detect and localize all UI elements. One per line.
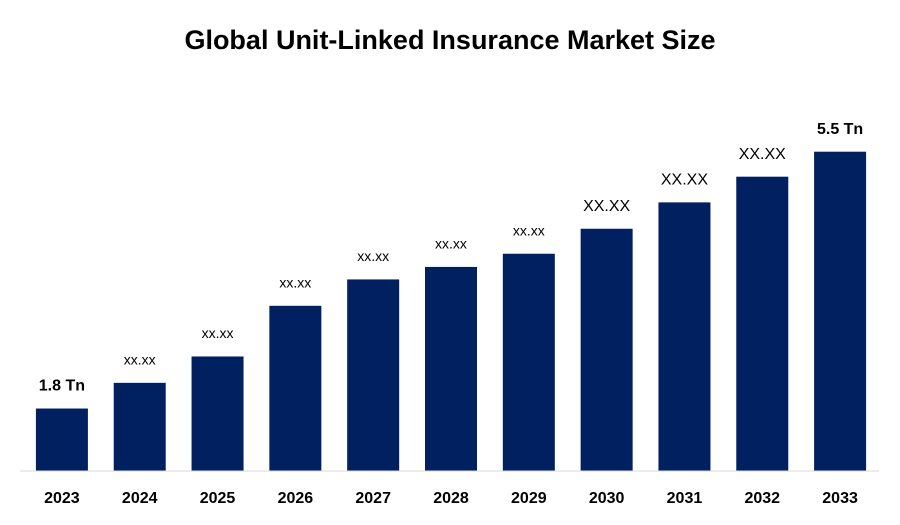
value-label: XX.XX: [583, 198, 630, 215]
value-label: xx.xx: [513, 222, 545, 238]
value-label: 5.5 Tn: [817, 121, 863, 138]
bar: [580, 228, 633, 471]
bar: [736, 176, 789, 471]
chart-title: Global Unit-Linked Insurance Market Size: [184, 25, 715, 55]
x-tick-label: 2026: [278, 490, 314, 507]
value-label: xx.xx: [202, 325, 234, 341]
bar: [814, 151, 867, 472]
x-tick-label: 2032: [744, 490, 780, 507]
bar: [35, 408, 88, 471]
x-tick-label: 2024: [122, 490, 158, 507]
x-tick-label: 2029: [511, 490, 547, 507]
x-tick-label: 2033: [822, 490, 858, 507]
value-label: XX.XX: [739, 146, 786, 163]
bar: [269, 305, 322, 471]
value-label: xx.xx: [124, 352, 156, 368]
value-label: XX.XX: [661, 172, 708, 189]
bar: [425, 266, 477, 471]
value-label: xx.xx: [435, 236, 467, 252]
bar: [347, 279, 400, 471]
bar: [113, 382, 166, 471]
bar: [502, 253, 555, 471]
x-tick-label: 2031: [667, 490, 703, 507]
x-tick-label: 2025: [200, 490, 236, 507]
x-tick-label: 2028: [433, 490, 469, 507]
bar: [658, 202, 711, 471]
value-label: xx.xx: [357, 248, 389, 264]
value-label: 1.8 Tn: [39, 378, 85, 395]
x-tick-label: 2027: [355, 490, 391, 507]
bar: [191, 356, 244, 471]
x-tick-label: 2030: [589, 490, 625, 507]
value-label: xx.xx: [279, 275, 311, 291]
x-tick-label: 2023: [44, 490, 80, 507]
